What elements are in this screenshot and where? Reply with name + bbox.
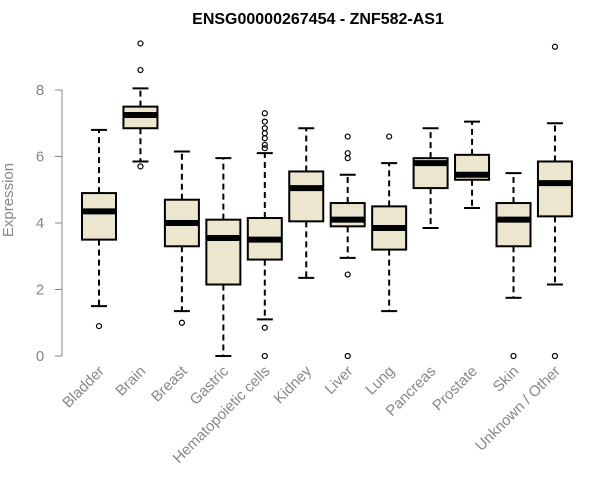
box-kidney [288, 127, 325, 279]
outlier-point [261, 110, 268, 117]
x-tick-label: Prostate [429, 363, 481, 415]
outlier-point [95, 322, 103, 330]
outlier-point [261, 118, 268, 125]
outlier-point [178, 319, 185, 326]
box-prostate [454, 120, 491, 210]
outlier-point [344, 352, 351, 360]
box-bladder [81, 128, 117, 330]
outlier-point [137, 163, 144, 170]
outlier-point [261, 141, 268, 148]
x-tick-label: Brain [112, 363, 149, 400]
box-iqr [81, 192, 117, 241]
outlier-point [261, 324, 268, 331]
box-unknown-other [536, 43, 573, 360]
box-iqr [205, 218, 242, 286]
outlier-point [261, 145, 268, 152]
y-tick-label: 6 [36, 149, 44, 166]
x-tick-label: Liver [322, 363, 357, 398]
outlier-point [344, 271, 351, 278]
x-tick-label: Kidney [271, 362, 316, 407]
box-iqr [329, 202, 366, 228]
box-breast [163, 150, 200, 326]
x-tick-label: Breast [148, 362, 191, 405]
chart-title: ENSG00000267454 - ZNF582-AS1 [192, 11, 444, 28]
y-tick-label: 8 [36, 82, 44, 99]
box-pancreas [412, 127, 449, 229]
outlier-point [261, 135, 268, 142]
box-liver [329, 133, 366, 360]
box-hematopoietic-cells [246, 110, 283, 360]
box-iqr [536, 160, 573, 218]
outlier-point [261, 130, 268, 137]
x-tick-label: Skin [490, 363, 523, 396]
box-gastric [205, 157, 242, 357]
outlier-point [386, 133, 393, 140]
box-iqr [495, 202, 532, 248]
y-axis-label: Expression [0, 163, 17, 237]
outlier-point [344, 150, 351, 157]
box-iqr [288, 170, 325, 223]
box-lung [371, 133, 408, 313]
outlier-point [551, 43, 559, 50]
outlier-point [344, 155, 351, 162]
outlier-point [510, 352, 517, 360]
outlier-point [551, 352, 559, 360]
box-brain [122, 40, 159, 170]
outlier-point [137, 66, 144, 74]
y-tick-label: 0 [36, 348, 44, 365]
box-skin [495, 172, 532, 360]
y-axis: 0 2 4 6 8 [36, 82, 63, 365]
outlier-point [137, 40, 144, 47]
y-tick-label: 2 [36, 282, 44, 299]
outlier-point [261, 125, 268, 132]
box-group [81, 40, 573, 360]
outlier-point [344, 133, 351, 140]
y-tick-label: 4 [36, 215, 44, 232]
x-tick-label: Bladder [59, 363, 108, 412]
x-tick-label: Lung [362, 363, 398, 399]
outlier-point [261, 352, 268, 360]
